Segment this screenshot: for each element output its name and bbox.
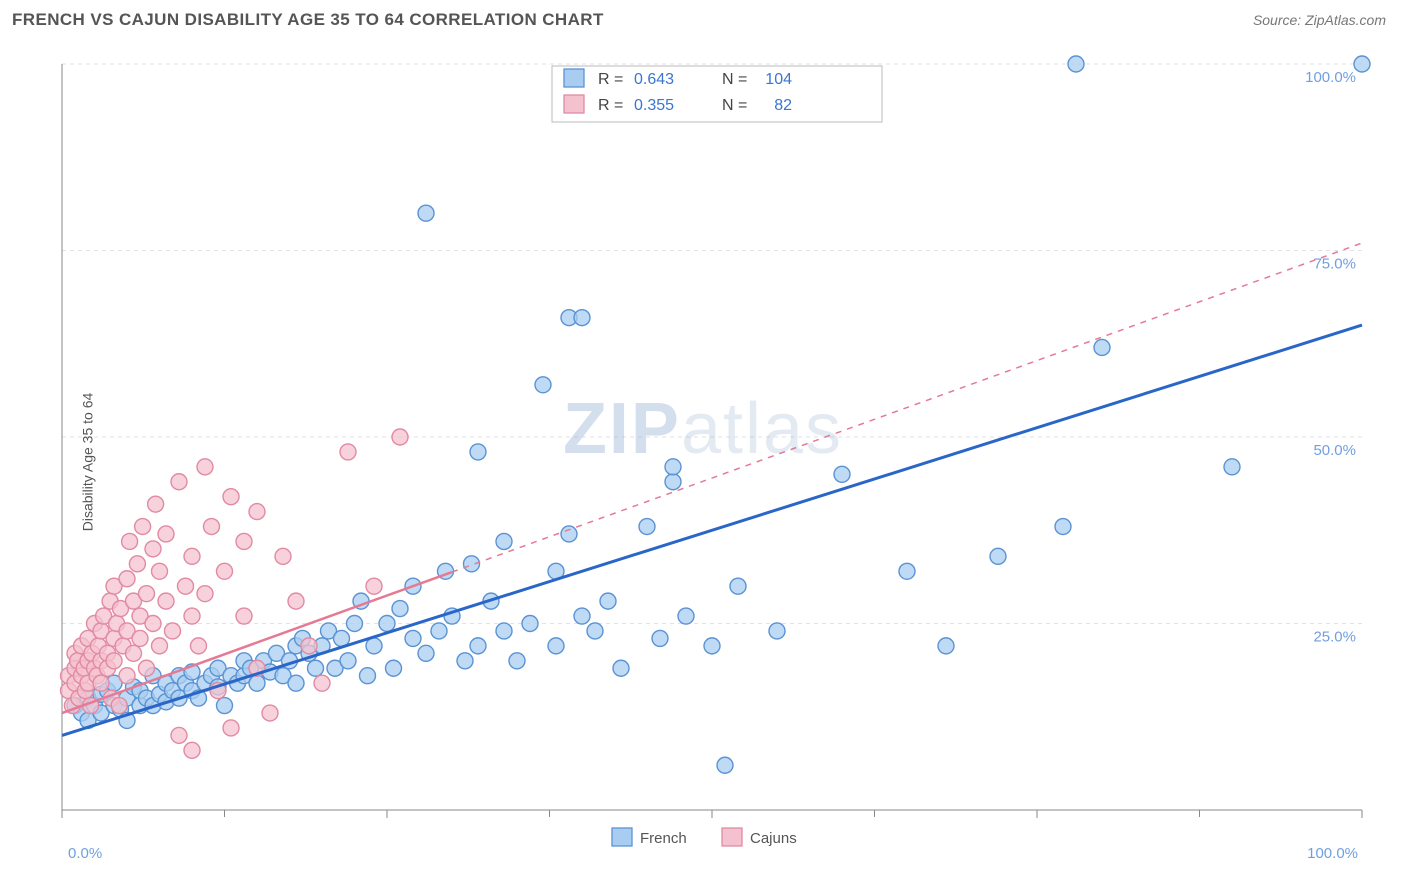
- svg-text:0.643: 0.643: [634, 71, 674, 88]
- y-axis-label: Disability Age 35 to 64: [79, 393, 95, 532]
- svg-text:75.0%: 75.0%: [1313, 256, 1356, 273]
- svg-text:0.0%: 0.0%: [68, 845, 102, 862]
- svg-text:R =: R =: [598, 97, 623, 114]
- correlation-scatter-chart: 0.0% 100.0% 25.0% 50.0% 75.0% 100.0% R = 0.643 N…: [12, 44, 1394, 880]
- svg-text:N =: N =: [722, 71, 747, 88]
- chart-title: FRENCH VS CAJUN DISABILITY AGE 35 TO 64 …: [12, 10, 604, 30]
- source-attribution: Source: ZipAtlas.com: [1253, 12, 1386, 28]
- svg-text:R =: R =: [598, 71, 623, 88]
- svg-text:French: French: [640, 830, 687, 847]
- svg-text:N =: N =: [722, 97, 747, 114]
- svg-text:104: 104: [765, 71, 792, 88]
- svg-text:50.0%: 50.0%: [1313, 442, 1356, 459]
- svg-text:Cajuns: Cajuns: [750, 830, 797, 847]
- source-prefix: Source:: [1253, 12, 1305, 28]
- svg-text:100.0%: 100.0%: [1307, 845, 1358, 862]
- svg-text:25.0%: 25.0%: [1313, 629, 1356, 646]
- svg-text:100.0%: 100.0%: [1305, 69, 1356, 86]
- svg-text:82: 82: [774, 97, 792, 114]
- svg-text:0.355: 0.355: [634, 97, 674, 114]
- source-name: ZipAtlas.com: [1305, 12, 1386, 28]
